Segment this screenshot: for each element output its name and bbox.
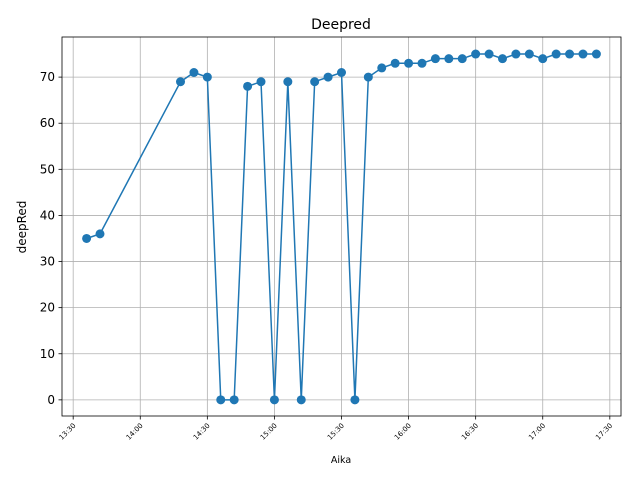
data-point	[283, 77, 293, 87]
data-point	[390, 58, 400, 68]
data-point	[417, 58, 427, 68]
data-point	[202, 72, 212, 82]
data-point	[484, 49, 494, 59]
data-point	[310, 77, 320, 87]
data-point	[323, 72, 333, 82]
data-point	[256, 77, 266, 87]
data-point	[430, 54, 440, 64]
y-tick-label: 20	[40, 301, 55, 315]
series-line	[86, 53, 597, 401]
data-point	[511, 49, 521, 59]
y-tick-label: 50	[40, 162, 55, 176]
data-point	[591, 49, 601, 59]
data-point	[444, 54, 454, 64]
data-point	[497, 54, 507, 64]
data-point	[337, 68, 346, 78]
y-tick-label: 0	[47, 393, 55, 407]
data-point	[95, 229, 105, 239]
y-tick-label: 70	[40, 70, 55, 84]
data-point	[216, 395, 226, 405]
data-point	[350, 395, 360, 405]
data-point	[404, 58, 414, 68]
y-tick-label: 60	[40, 116, 55, 130]
data-point	[82, 233, 92, 243]
chart-title: Deepred	[311, 17, 371, 33]
data-point	[565, 49, 575, 59]
data-point	[457, 54, 467, 64]
data-point	[243, 81, 253, 91]
series-layer	[82, 49, 601, 405]
data-point	[176, 77, 186, 87]
data-point	[538, 54, 548, 64]
y-tick-label: 30	[40, 255, 55, 269]
data-point	[524, 49, 534, 59]
data-point	[551, 49, 561, 59]
data-point	[471, 49, 481, 59]
data-point	[229, 395, 239, 405]
data-point	[269, 395, 279, 405]
y-tick-label: 10	[40, 347, 55, 361]
data-point	[578, 49, 588, 59]
data-point	[189, 68, 199, 78]
data-point	[363, 72, 373, 82]
data-point	[377, 63, 387, 73]
y-axis-label: deepRed	[15, 201, 29, 254]
y-tick-label: 40	[40, 208, 55, 222]
x-axis-label: Aika	[331, 455, 351, 466]
data-point	[296, 395, 306, 405]
